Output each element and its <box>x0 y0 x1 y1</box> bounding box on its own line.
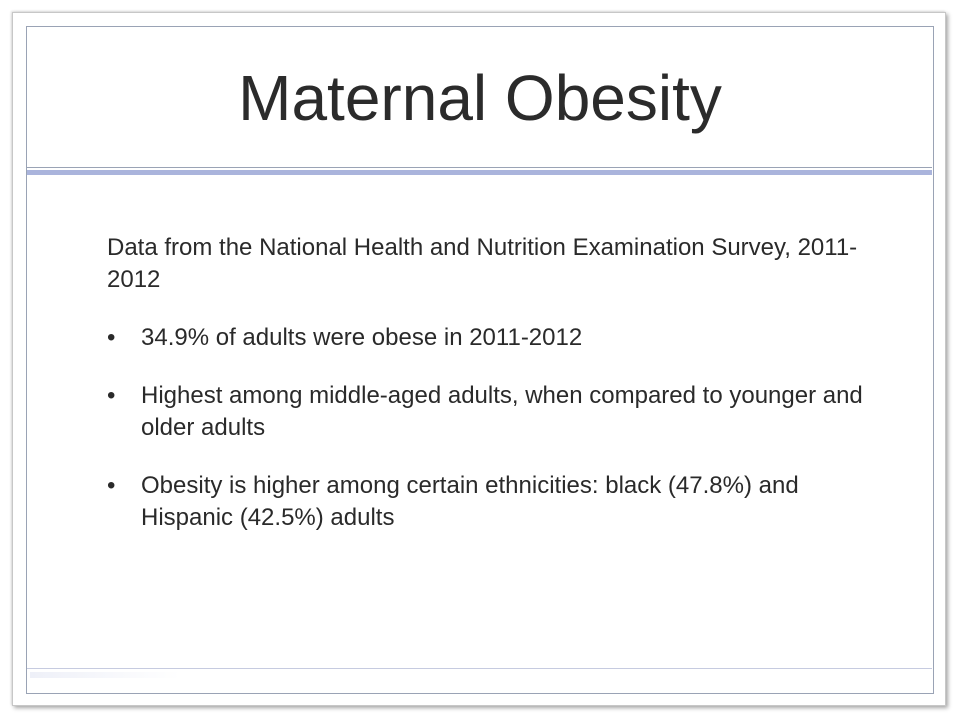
bullet-item: • Obesity is higher among certain ethnic… <box>107 470 867 534</box>
bullet-item: • Highest among middle-aged adults, when… <box>107 380 867 444</box>
slide-body: Data from the National Health and Nutrit… <box>107 232 867 560</box>
footer-accent-strip <box>30 672 180 678</box>
bullet-item: • 34.9% of adults were obese in 2011-201… <box>107 322 867 354</box>
bullet-text: Highest among middle-aged adults, when c… <box>141 382 863 441</box>
slide-inner-frame <box>26 26 934 694</box>
bullet-dot-icon: • <box>107 382 116 409</box>
intro-text: Data from the National Health and Nutrit… <box>107 234 858 293</box>
title-divider-thin <box>27 167 932 168</box>
slide-title: Maternal Obesity <box>238 62 722 134</box>
bullet-dot-icon: • <box>107 472 116 499</box>
bullet-list: • 34.9% of adults were obese in 2011-201… <box>107 322 867 534</box>
bullet-text: Obesity is higher among certain ethnicit… <box>141 472 799 531</box>
footer-divider <box>27 668 932 669</box>
bullet-text: 34.9% of adults were obese in 2011-2012 <box>141 324 583 351</box>
title-divider-accent <box>27 170 932 175</box>
bullet-dot-icon: • <box>107 324 116 351</box>
